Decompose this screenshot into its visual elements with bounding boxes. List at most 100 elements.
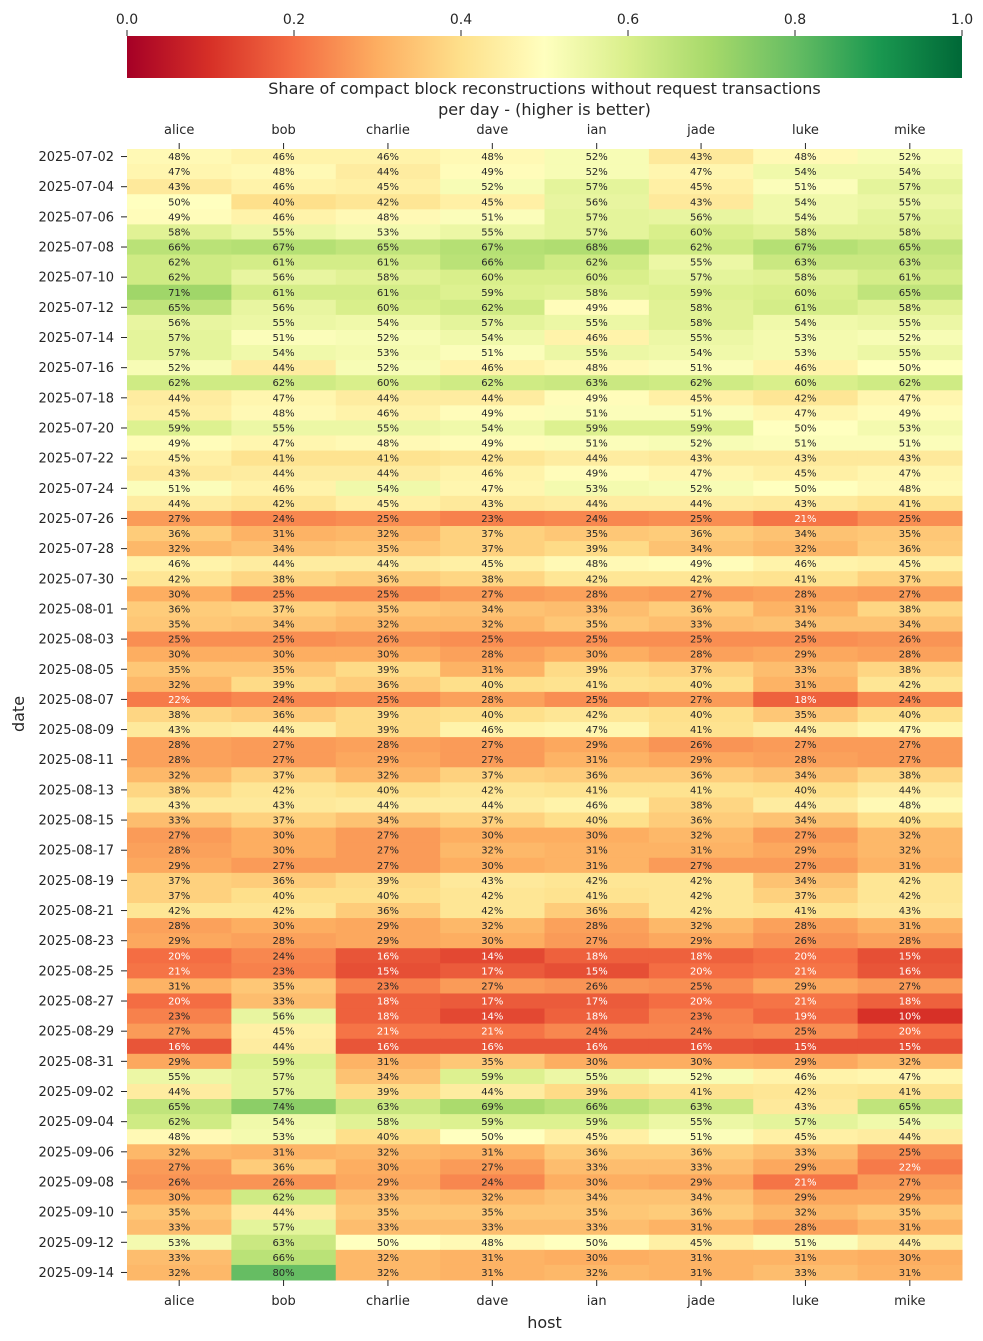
cell-value-label: 66% [586,1102,608,1113]
cell-value-label: 29% [377,1177,399,1188]
heatmap-cell [648,933,754,949]
cell-value-label: 54% [690,348,712,359]
heatmap-cell [440,284,546,301]
cell-value-label: 32% [899,1057,921,1068]
heatmap-cell [857,510,963,527]
heatmap-cell [753,239,859,256]
cell-value-label: 33% [168,1253,190,1264]
heatmap-cell [335,903,441,919]
heatmap-cell [231,601,337,617]
heatmap-cell [127,918,232,934]
cell-value-label: 28% [377,740,399,751]
heatmap-cell [335,435,441,452]
heatmap-cell [544,495,650,512]
heatmap-cell [544,179,650,195]
heatmap-cell [544,450,650,467]
cell-value-label: 40% [690,680,712,691]
heatmap-cell [648,405,754,421]
column-label-bottom: luke [792,1294,819,1309]
heatmap-cell [753,1189,859,1206]
cell-value-label: 39% [377,1087,399,1098]
heatmap-cell [335,1189,441,1206]
cell-value-label: 42% [794,393,816,404]
heatmap-cell [231,857,337,874]
chart-title-line-2: per day - (higher is better) [438,100,651,119]
heatmap-cell [857,948,963,964]
heatmap-cell [231,209,337,225]
heatmap-cell [544,676,650,693]
cell-value-label: 32% [899,831,921,842]
cell-value-label: 47% [586,725,608,736]
row-label: 2025-08-29 [38,1025,114,1040]
heatmap-cell [231,571,337,587]
heatmap-cell [231,993,337,1010]
heatmap-cell [648,510,754,527]
cell-value-label: 57% [586,212,608,223]
cell-value-label: 33% [794,1147,816,1158]
row-label: 2025-08-13 [38,783,114,798]
cell-value-label: 30% [586,1177,608,1188]
heatmap-cell [335,722,441,738]
heatmap-cell [231,1129,337,1145]
heatmap-cell [857,1053,963,1070]
heatmap-cell [544,239,650,256]
row-label: 2025-07-04 [38,180,114,195]
cell-value-label: 44% [481,393,503,404]
heatmap-cell [648,194,754,210]
cell-value-label: 54% [794,167,816,178]
row-label: 2025-07-02 [38,150,114,165]
cell-value-label: 43% [272,800,294,811]
cell-value-label: 58% [899,303,921,314]
colorbar-tick-label: 0.0 [116,12,138,28]
cell-value-label: 30% [586,1253,608,1264]
heatmap-cell [335,842,441,859]
heatmap-cell [231,480,337,497]
cell-value-label: 36% [586,906,608,917]
heatmap-cell [544,797,650,814]
heatmap-cell [335,857,441,874]
heatmap-cell [440,390,546,406]
cell-value-label: 30% [481,831,503,842]
heatmap-cell [231,345,337,361]
cell-value-label: 31% [899,861,921,872]
cell-value-label: 37% [168,891,190,902]
cell-value-label: 27% [899,589,921,600]
heatmap-cell [857,269,963,286]
column-label-bottom: dave [476,1294,508,1309]
heatmap-cell [648,676,754,693]
cell-value-label: 37% [481,770,503,781]
heatmap-cell [544,194,650,210]
cell-value-label: 56% [272,1012,294,1023]
cell-value-label: 31% [272,1147,294,1158]
heatmap-cell [127,872,232,889]
cell-value-label: 30% [272,650,294,661]
cell-value-label: 40% [690,710,712,721]
cell-value-label: 45% [899,559,921,570]
heatmap-cell [753,812,859,829]
heatmap-cell [857,254,963,271]
cell-value-label: 33% [690,620,712,631]
cell-value-label: 66% [272,1253,294,1264]
heatmap-cell [231,149,337,165]
cell-value-label: 58% [168,227,190,238]
cell-value-label: 29% [794,981,816,992]
heatmap-cell [648,1204,754,1221]
cell-value-label: 51% [794,1238,816,1249]
heatmap-cell [857,933,963,949]
heatmap-cell [127,706,232,723]
heatmap-cell [231,1204,337,1221]
cell-value-label: 57% [272,1223,294,1234]
cell-value-label: 44% [690,499,712,510]
cell-value-label: 55% [690,333,712,344]
cell-value-label: 35% [794,710,816,721]
cell-value-label: 50% [586,1238,608,1249]
cell-value-label: 31% [481,665,503,676]
cell-value-label: 29% [377,921,399,932]
cell-value-label: 27% [168,514,190,525]
cell-value-label: 32% [794,1208,816,1219]
cell-value-label: 66% [481,258,503,269]
row-label: 2025-07-18 [38,391,114,406]
cell-value-label: 21% [794,966,816,977]
heatmap-cell [857,842,963,859]
heatmap-cell [544,1023,650,1040]
